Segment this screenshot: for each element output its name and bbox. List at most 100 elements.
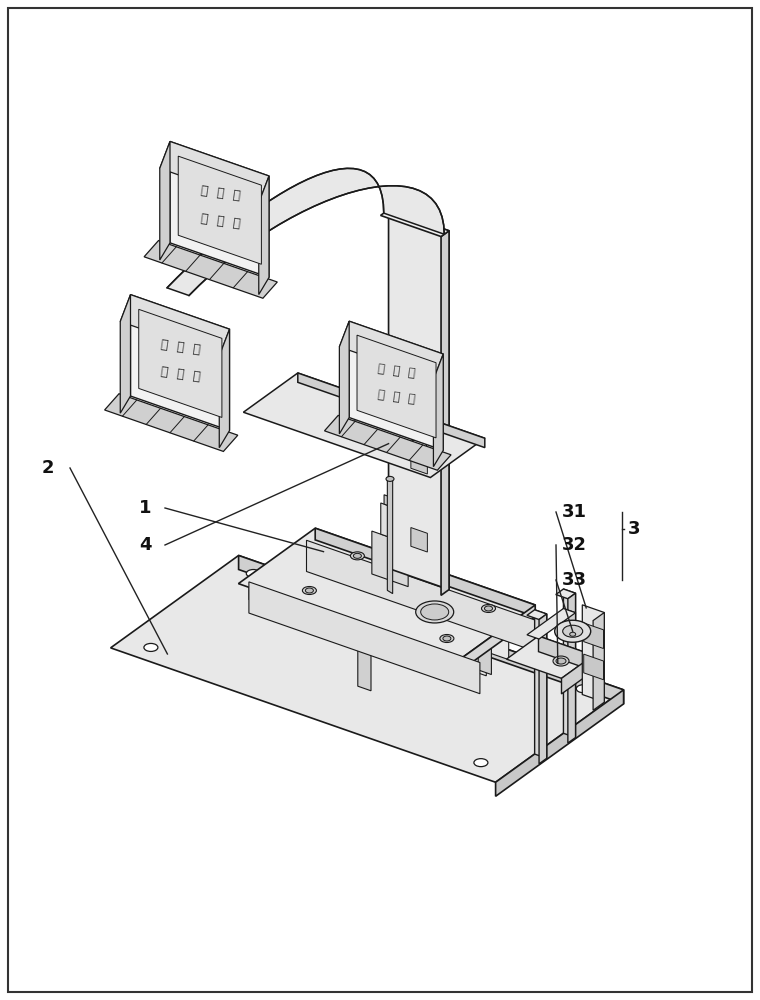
Polygon shape [293,545,300,567]
Text: 1: 1 [139,499,151,517]
Polygon shape [347,576,359,628]
Polygon shape [351,638,371,647]
Polygon shape [562,655,594,694]
Ellipse shape [440,635,454,643]
Polygon shape [120,295,230,356]
Ellipse shape [302,586,316,594]
Ellipse shape [306,588,313,593]
Ellipse shape [570,632,576,636]
Ellipse shape [144,643,158,651]
Polygon shape [384,495,396,508]
Polygon shape [381,210,449,237]
Text: 3: 3 [628,520,640,538]
Ellipse shape [246,570,260,578]
Ellipse shape [350,552,364,560]
Polygon shape [349,321,443,450]
Polygon shape [300,545,531,643]
Polygon shape [556,589,575,599]
Polygon shape [433,354,443,467]
Polygon shape [131,295,230,431]
Text: 显  示  器: 显 示 器 [160,338,201,356]
Polygon shape [243,373,485,478]
Ellipse shape [386,476,394,481]
Text: 亚  不  器: 亚 不 器 [199,212,241,230]
Polygon shape [340,576,359,585]
Polygon shape [506,636,594,678]
Ellipse shape [337,415,355,425]
Polygon shape [315,528,535,617]
Text: 33: 33 [562,571,587,589]
Text: 亚  不  器: 亚 不 器 [377,388,416,406]
Polygon shape [160,141,269,203]
Ellipse shape [482,604,496,612]
Polygon shape [458,605,535,672]
Polygon shape [372,531,408,587]
Polygon shape [340,321,349,434]
Polygon shape [472,622,492,631]
Polygon shape [271,561,277,584]
Polygon shape [219,329,230,448]
Text: 显  示  器: 显 示 器 [377,362,416,380]
Polygon shape [105,394,238,451]
Polygon shape [411,372,427,396]
Polygon shape [568,593,575,743]
Ellipse shape [556,658,566,664]
Text: 显  示  器: 显 示 器 [199,185,241,203]
Ellipse shape [353,553,362,558]
Polygon shape [179,156,261,264]
Polygon shape [120,295,131,413]
Ellipse shape [562,625,583,637]
Polygon shape [584,623,603,649]
Polygon shape [249,577,255,600]
Polygon shape [170,141,269,277]
Polygon shape [534,610,546,758]
Ellipse shape [443,636,451,641]
Polygon shape [357,335,436,438]
Polygon shape [239,555,624,704]
Polygon shape [255,577,486,676]
Ellipse shape [416,601,454,623]
Polygon shape [239,528,535,660]
Polygon shape [160,141,170,260]
Polygon shape [306,540,537,652]
Text: 32: 32 [562,536,587,554]
Polygon shape [527,608,575,639]
Ellipse shape [474,759,488,767]
Polygon shape [441,231,449,595]
Polygon shape [258,176,269,295]
Polygon shape [411,450,427,474]
Polygon shape [388,210,449,590]
Polygon shape [527,610,546,620]
Polygon shape [325,415,451,470]
Polygon shape [411,528,427,552]
Polygon shape [277,561,508,660]
Polygon shape [144,241,277,298]
Polygon shape [167,168,445,296]
Polygon shape [388,477,393,594]
Polygon shape [249,582,480,694]
Polygon shape [340,321,443,380]
Polygon shape [139,309,222,417]
Polygon shape [298,373,485,448]
Ellipse shape [421,604,448,620]
Polygon shape [111,555,624,782]
Polygon shape [584,654,603,680]
Polygon shape [381,503,399,541]
Polygon shape [478,622,492,675]
Text: 2: 2 [42,459,54,477]
Text: 4: 4 [139,536,151,554]
Ellipse shape [576,685,591,693]
Ellipse shape [553,656,569,666]
Ellipse shape [555,620,591,642]
Polygon shape [582,605,604,702]
Polygon shape [563,589,575,738]
Text: 31: 31 [562,503,587,521]
Polygon shape [358,638,371,691]
Polygon shape [563,608,575,624]
Polygon shape [539,614,546,764]
Ellipse shape [485,606,492,611]
Ellipse shape [409,440,426,450]
Polygon shape [496,690,624,796]
Polygon shape [593,613,604,710]
Text: 亚  不  器: 亚 不 器 [160,365,201,384]
